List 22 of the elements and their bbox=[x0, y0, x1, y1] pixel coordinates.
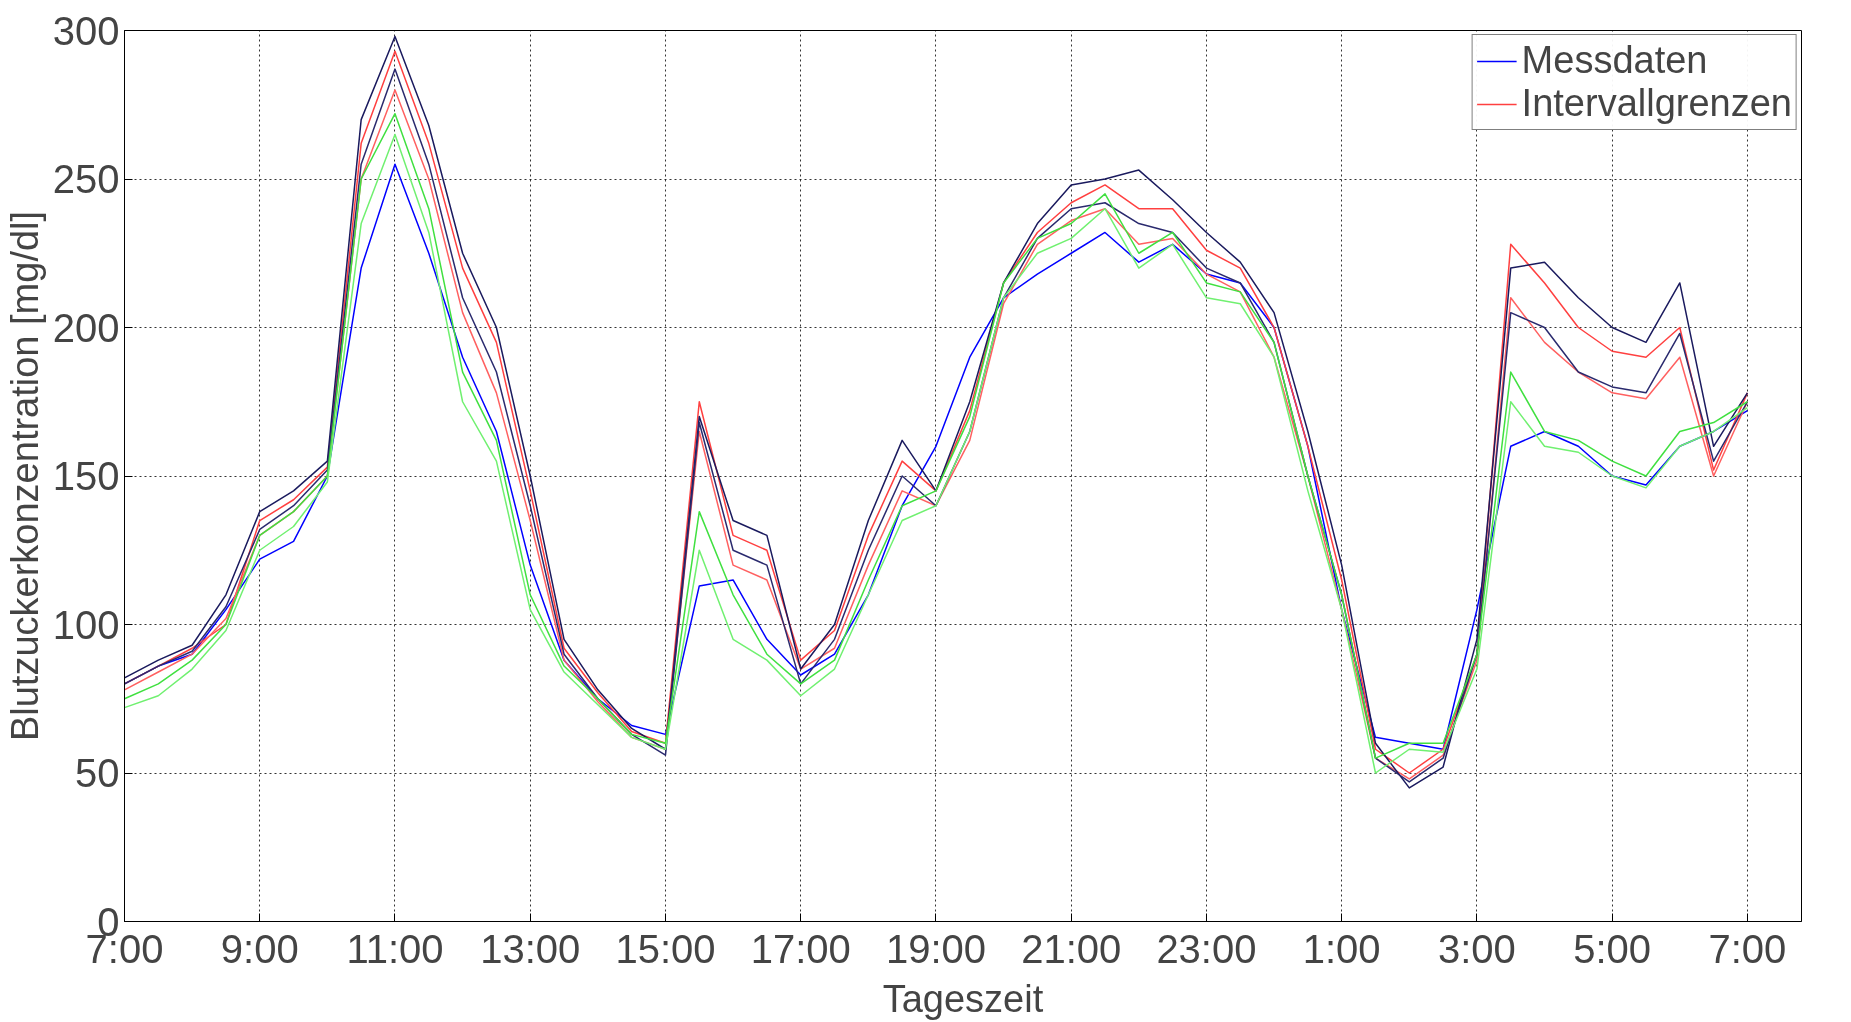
x-tick-label: 3:00 bbox=[1437, 926, 1516, 971]
y-tick-label: 250 bbox=[52, 157, 120, 201]
x-tick-label: 11:00 bbox=[346, 926, 444, 971]
x-tick-label: 7:00 bbox=[1708, 926, 1787, 971]
y-tick-label: 50 bbox=[75, 751, 120, 795]
y-tick-label: 150 bbox=[52, 454, 120, 498]
y-tick-label: 200 bbox=[52, 305, 120, 350]
x-tick-label: 5:00 bbox=[1573, 926, 1652, 971]
x-tick-label: 13:00 bbox=[480, 926, 581, 971]
x-tick-label: 17:00 bbox=[750, 926, 851, 971]
x-tick-label: 15:00 bbox=[615, 926, 716, 971]
x-tick-label: 23:00 bbox=[1156, 926, 1257, 971]
x-tick-label: 9:00 bbox=[220, 926, 299, 971]
legend-label: Intervallgrenzen bbox=[1521, 82, 1792, 125]
x-tick-label: 1:00 bbox=[1302, 926, 1381, 971]
y-axis-title: Blutzuckerkonzentration [mg/dl] bbox=[3, 210, 46, 742]
x-axis-title: Tageszeit bbox=[882, 977, 1044, 1020]
x-tick-label: 21:00 bbox=[1021, 926, 1122, 971]
y-tick-label: 100 bbox=[52, 602, 120, 647]
legend-label: Messdaten bbox=[1521, 39, 1708, 82]
y-tick-label: 300 bbox=[52, 8, 120, 53]
x-tick-label: 19:00 bbox=[885, 926, 987, 971]
